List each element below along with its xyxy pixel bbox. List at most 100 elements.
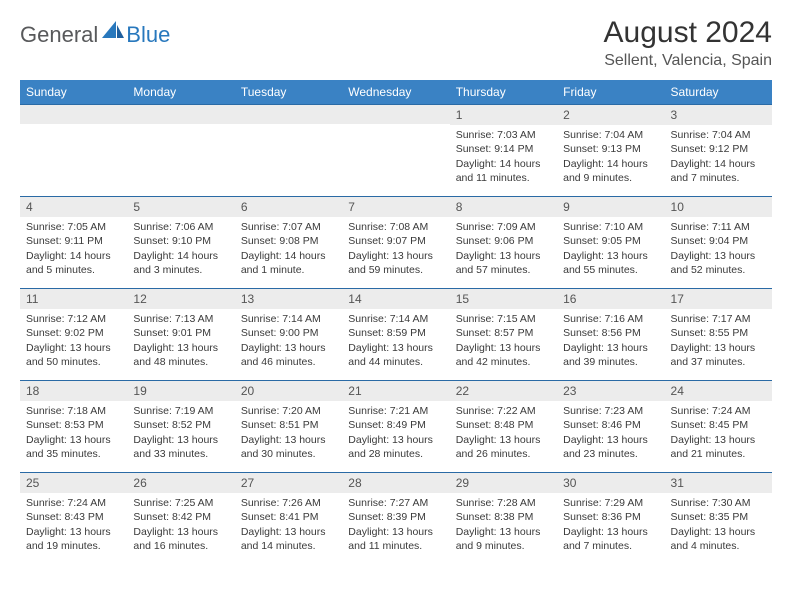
week-row: 25Sunrise: 7:24 AMSunset: 8:43 PMDayligh… xyxy=(20,473,772,565)
day-line: Daylight: 14 hours xyxy=(241,249,336,263)
week-row: 18Sunrise: 7:18 AMSunset: 8:53 PMDayligh… xyxy=(20,381,772,473)
day-line: and 33 minutes. xyxy=(133,447,228,461)
day-line: Daylight: 14 hours xyxy=(671,157,766,171)
day-cell: 12Sunrise: 7:13 AMSunset: 9:01 PMDayligh… xyxy=(127,289,234,381)
day-line: and 1 minute. xyxy=(241,263,336,277)
day-line: Sunrise: 7:11 AM xyxy=(671,220,766,234)
day-body: Sunrise: 7:22 AMSunset: 8:48 PMDaylight:… xyxy=(450,401,557,465)
day-line: and 9 minutes. xyxy=(563,171,658,185)
day-number: 15 xyxy=(450,289,557,309)
day-cell: 27Sunrise: 7:26 AMSunset: 8:41 PMDayligh… xyxy=(235,473,342,565)
day-line: Daylight: 13 hours xyxy=(26,341,121,355)
day-number: 27 xyxy=(235,473,342,493)
day-cell: 17Sunrise: 7:17 AMSunset: 8:55 PMDayligh… xyxy=(665,289,772,381)
day-number: 18 xyxy=(20,381,127,401)
day-line: Daylight: 13 hours xyxy=(563,433,658,447)
day-header-row: Sunday Monday Tuesday Wednesday Thursday… xyxy=(20,80,772,105)
day-cell: 21Sunrise: 7:21 AMSunset: 8:49 PMDayligh… xyxy=(342,381,449,473)
day-body: Sunrise: 7:24 AMSunset: 8:43 PMDaylight:… xyxy=(20,493,127,557)
day-line: and 44 minutes. xyxy=(348,355,443,369)
day-line: and 3 minutes. xyxy=(133,263,228,277)
col-sunday: Sunday xyxy=(20,80,127,105)
day-number: 8 xyxy=(450,197,557,217)
day-body xyxy=(20,124,127,131)
day-line: Sunrise: 7:12 AM xyxy=(26,312,121,326)
day-line: Daylight: 13 hours xyxy=(348,249,443,263)
day-number: 17 xyxy=(665,289,772,309)
col-friday: Friday xyxy=(557,80,664,105)
day-number: 10 xyxy=(665,197,772,217)
day-line: and 37 minutes. xyxy=(671,355,766,369)
day-line: Sunrise: 7:07 AM xyxy=(241,220,336,234)
week-row: 11Sunrise: 7:12 AMSunset: 9:02 PMDayligh… xyxy=(20,289,772,381)
day-body: Sunrise: 7:14 AMSunset: 9:00 PMDaylight:… xyxy=(235,309,342,373)
day-line: Sunset: 9:00 PM xyxy=(241,326,336,340)
day-line: Sunset: 8:55 PM xyxy=(671,326,766,340)
day-line: and 57 minutes. xyxy=(456,263,551,277)
day-line: Sunset: 9:07 PM xyxy=(348,234,443,248)
day-line: Sunrise: 7:21 AM xyxy=(348,404,443,418)
day-cell: 5Sunrise: 7:06 AMSunset: 9:10 PMDaylight… xyxy=(127,197,234,289)
day-body: Sunrise: 7:19 AMSunset: 8:52 PMDaylight:… xyxy=(127,401,234,465)
day-line: Daylight: 13 hours xyxy=(563,525,658,539)
day-line: Sunrise: 7:24 AM xyxy=(671,404,766,418)
day-line: and 28 minutes. xyxy=(348,447,443,461)
day-line: and 11 minutes. xyxy=(348,539,443,553)
day-line: Daylight: 14 hours xyxy=(563,157,658,171)
day-line: Sunrise: 7:23 AM xyxy=(563,404,658,418)
day-line: and 48 minutes. xyxy=(133,355,228,369)
day-line: and 9 minutes. xyxy=(456,539,551,553)
day-line: and 7 minutes. xyxy=(671,171,766,185)
day-line: Sunrise: 7:30 AM xyxy=(671,496,766,510)
day-line: Sunrise: 7:29 AM xyxy=(563,496,658,510)
col-monday: Monday xyxy=(127,80,234,105)
day-line: Sunset: 8:56 PM xyxy=(563,326,658,340)
day-line: Sunrise: 7:17 AM xyxy=(671,312,766,326)
calendar-page: General Blue August 2024 Sellent, Valenc… xyxy=(0,0,792,612)
day-body xyxy=(127,124,234,131)
day-cell xyxy=(127,105,234,197)
day-body: Sunrise: 7:10 AMSunset: 9:05 PMDaylight:… xyxy=(557,217,664,281)
day-number: 28 xyxy=(342,473,449,493)
day-number: 23 xyxy=(557,381,664,401)
day-line: Sunset: 8:38 PM xyxy=(456,510,551,524)
day-body: Sunrise: 7:04 AMSunset: 9:12 PMDaylight:… xyxy=(665,125,772,189)
day-line: and 50 minutes. xyxy=(26,355,121,369)
day-line: Daylight: 13 hours xyxy=(133,525,228,539)
day-line: and 30 minutes. xyxy=(241,447,336,461)
day-line: Daylight: 13 hours xyxy=(241,341,336,355)
day-number: 7 xyxy=(342,197,449,217)
day-line: Sunset: 8:41 PM xyxy=(241,510,336,524)
day-line: and 35 minutes. xyxy=(26,447,121,461)
day-cell: 23Sunrise: 7:23 AMSunset: 8:46 PMDayligh… xyxy=(557,381,664,473)
day-body: Sunrise: 7:30 AMSunset: 8:35 PMDaylight:… xyxy=(665,493,772,557)
day-line: Sunset: 8:43 PM xyxy=(26,510,121,524)
day-body: Sunrise: 7:21 AMSunset: 8:49 PMDaylight:… xyxy=(342,401,449,465)
day-body: Sunrise: 7:25 AMSunset: 8:42 PMDaylight:… xyxy=(127,493,234,557)
day-cell: 4Sunrise: 7:05 AMSunset: 9:11 PMDaylight… xyxy=(20,197,127,289)
day-number: 19 xyxy=(127,381,234,401)
day-number: 13 xyxy=(235,289,342,309)
day-line: Sunrise: 7:03 AM xyxy=(456,128,551,142)
day-number: 25 xyxy=(20,473,127,493)
day-number: 6 xyxy=(235,197,342,217)
day-cell: 28Sunrise: 7:27 AMSunset: 8:39 PMDayligh… xyxy=(342,473,449,565)
day-line: Sunset: 8:45 PM xyxy=(671,418,766,432)
day-cell: 19Sunrise: 7:19 AMSunset: 8:52 PMDayligh… xyxy=(127,381,234,473)
day-line: and 42 minutes. xyxy=(456,355,551,369)
day-line: Sunset: 8:42 PM xyxy=(133,510,228,524)
day-line: Sunrise: 7:15 AM xyxy=(456,312,551,326)
day-body: Sunrise: 7:05 AMSunset: 9:11 PMDaylight:… xyxy=(20,217,127,281)
calendar-body: 1Sunrise: 7:03 AMSunset: 9:14 PMDaylight… xyxy=(20,105,772,565)
col-tuesday: Tuesday xyxy=(235,80,342,105)
day-line: Sunset: 8:59 PM xyxy=(348,326,443,340)
day-line: Sunset: 9:05 PM xyxy=(563,234,658,248)
header: General Blue August 2024 Sellent, Valenc… xyxy=(20,16,772,70)
day-line: Daylight: 13 hours xyxy=(456,249,551,263)
day-cell: 6Sunrise: 7:07 AMSunset: 9:08 PMDaylight… xyxy=(235,197,342,289)
day-cell: 1Sunrise: 7:03 AMSunset: 9:14 PMDaylight… xyxy=(450,105,557,197)
day-cell: 20Sunrise: 7:20 AMSunset: 8:51 PMDayligh… xyxy=(235,381,342,473)
day-line: Sunset: 9:10 PM xyxy=(133,234,228,248)
day-line: Sunset: 9:14 PM xyxy=(456,142,551,156)
day-number: 24 xyxy=(665,381,772,401)
